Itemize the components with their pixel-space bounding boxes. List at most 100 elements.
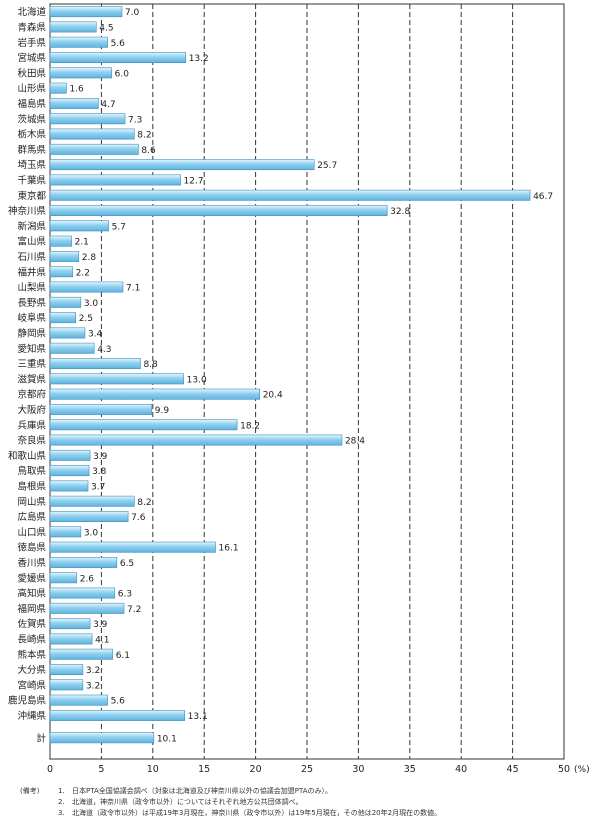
- bar: [49, 587, 116, 599]
- bar: [49, 113, 126, 125]
- category-label: 島根県: [17, 480, 46, 492]
- notes: (備考) 1. 日本PTA全国協議会調べ（対象は北海道及び神奈川県以外の協議会加盟P…: [20, 786, 590, 819]
- value-label: 3.9: [93, 452, 108, 462]
- bar: [49, 52, 186, 64]
- bar: [49, 312, 77, 324]
- category-label: 岩手県: [17, 37, 46, 49]
- bar: [49, 67, 112, 79]
- bar-chart: 北海道 7.0 青森県 4.5 岩手県 5.6 宮城県 13.2 秋田県 6.0 山形県 1.6 福島県…: [8, 3, 590, 775]
- x-tick-label: 40: [455, 764, 467, 775]
- bar: [49, 98, 99, 109]
- value-label: 8.2: [137, 498, 151, 508]
- bar: [49, 495, 135, 507]
- value-label: 3.8: [92, 467, 107, 477]
- category-label: 神奈川県: [8, 205, 47, 217]
- value-label: 25.7: [317, 161, 337, 171]
- category-label: 宮崎県: [17, 679, 46, 691]
- bar: [49, 449, 91, 461]
- category-label: 鳥取県: [17, 465, 46, 477]
- value-label: 4.1: [95, 635, 109, 645]
- category-label: 岐阜県: [17, 312, 46, 324]
- category-label: 長野県: [17, 298, 46, 309]
- value-label: 2.1: [75, 238, 89, 248]
- category-label: 和歌山県: [8, 450, 47, 462]
- value-label: 3.9: [93, 620, 108, 630]
- category-label: 京都府: [17, 389, 46, 401]
- bar: [49, 358, 141, 369]
- category-label: 長崎県: [17, 633, 46, 645]
- value-label: 4.7: [101, 100, 115, 110]
- bar: [49, 648, 114, 660]
- bar: [49, 296, 82, 308]
- value-label: 9.9: [155, 406, 170, 416]
- bar: [49, 633, 93, 645]
- category-label: 熊本県: [17, 649, 46, 661]
- bar: [49, 732, 155, 744]
- value-label: 13.0: [187, 375, 207, 385]
- category-label: 香川県: [17, 558, 46, 569]
- value-label: 2.5: [79, 314, 93, 324]
- x-tick-label: 10: [147, 764, 159, 775]
- bar: [49, 419, 238, 431]
- bar: [49, 143, 139, 155]
- category-label: 愛媛県: [17, 572, 46, 584]
- bar: [49, 403, 153, 415]
- value-label: 28.4: [345, 437, 365, 447]
- category-label: 徳島県: [17, 542, 46, 554]
- bar: [49, 664, 84, 676]
- category-label: 高知県: [17, 588, 46, 600]
- value-label: 4.3: [97, 345, 111, 355]
- bar: [49, 251, 80, 262]
- bar: [49, 159, 315, 171]
- category-label: 滋賀県: [17, 373, 46, 385]
- category-label: 山梨県: [17, 282, 46, 294]
- value-label: 1.6: [69, 85, 84, 95]
- x-tick-label: 45: [507, 764, 519, 775]
- category-label: 栃木県: [17, 129, 46, 141]
- bar: [49, 21, 97, 33]
- bar: [49, 373, 184, 385]
- bar: [49, 342, 95, 354]
- bar: [49, 694, 108, 706]
- x-tick-label: 20: [250, 764, 262, 775]
- category-label: 三重県: [17, 358, 46, 370]
- value-label: 12.7: [184, 176, 204, 186]
- bar: [49, 480, 89, 492]
- value-label: 3.0: [84, 528, 99, 538]
- value-label: 6.5: [120, 559, 134, 569]
- value-label: 3.2: [86, 681, 100, 691]
- category-label: 千葉県: [17, 174, 46, 186]
- note-line-3: 3. 北海道（政令市以外）は平成19年3月現在，神奈川県（政令市以外）は19年5月…: [58, 809, 442, 817]
- note-line-1: (備考) 1. 日本PTA全国協議会調べ（対象は北海道及び神奈川県以外の協議会加盟P…: [20, 787, 332, 795]
- bar: [49, 465, 90, 477]
- bar: [49, 556, 118, 568]
- x-tick-label: 30: [352, 764, 364, 775]
- category-label: 佐賀県: [17, 618, 46, 630]
- category-label: 宮城県: [17, 52, 46, 64]
- category-label: 静岡県: [17, 327, 46, 339]
- bar: [49, 266, 73, 278]
- value-label: 8.8: [143, 360, 158, 370]
- x-tick-label: 0: [47, 764, 53, 775]
- bar: [49, 82, 67, 94]
- bar: [49, 434, 343, 446]
- category-label: 岡山県: [17, 497, 46, 508]
- value-label: 13.1: [188, 712, 208, 722]
- category-label: 青森県: [17, 21, 46, 33]
- value-label: 10.1: [157, 734, 177, 744]
- category-label: 福岡県: [17, 603, 46, 615]
- value-label: 6.0: [115, 69, 130, 79]
- bar: [49, 388, 261, 400]
- value-label: 32.8: [390, 207, 410, 217]
- value-label: 8.2: [137, 131, 151, 141]
- x-tick-label: 5: [98, 764, 104, 775]
- category-label: 茨城県: [17, 113, 46, 125]
- bar: [49, 128, 135, 140]
- bar: [49, 618, 91, 630]
- bar: [49, 235, 72, 247]
- value-label: 3.0: [84, 299, 99, 309]
- notes-label: (備考): [20, 787, 40, 795]
- category-label: 石川県: [17, 252, 46, 263]
- category-label: 富山県: [17, 236, 46, 248]
- value-label: 18.2: [240, 421, 260, 431]
